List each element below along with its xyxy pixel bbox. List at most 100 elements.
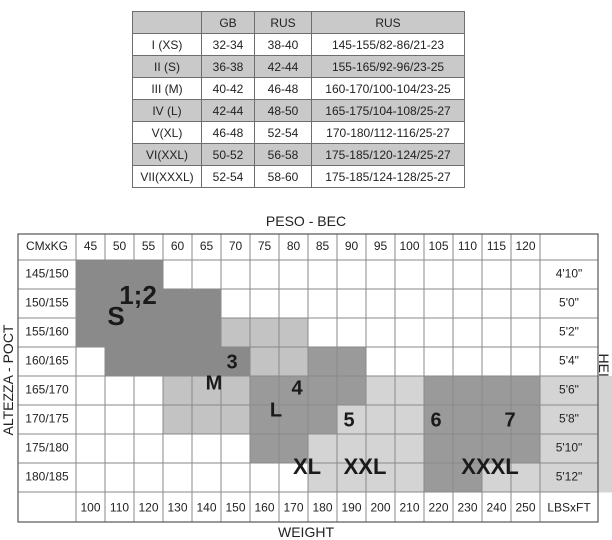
zone-cell [337,347,367,377]
zone-cell [134,347,164,377]
zone-cell [598,405,612,435]
zone-cell [163,289,193,319]
weight-kg-label: 55 [142,239,156,253]
zone-cell [163,376,193,406]
size-table: GB RUS RUS I (XS) 32-34 38-40 145-155/82-86… [132,11,465,188]
zone-cell [279,347,309,377]
size-table-cell: 170-180/112-116/25-27 [311,121,465,144]
size-table-cell: 175-185/124-128/25-27 [311,165,465,188]
weight-kg-label: 50 [113,239,127,253]
left-axis-title: ALTEZZA - POCT [0,324,16,436]
zone-size-label: XXL [344,454,387,479]
zone-cell [511,434,541,464]
weight-lbs-label: 230 [457,501,477,515]
zone-cell [511,376,541,406]
zone-cell [308,434,338,464]
height-cm-label: 160/165 [25,354,69,368]
zone-cell [134,289,164,319]
height-cm-label: 180/185 [25,470,69,484]
zone-cell [540,376,570,406]
zone-cell [192,405,222,435]
zone-cell [569,376,599,406]
weight-lbs-label: 160 [254,501,274,515]
zone-cell [482,463,512,493]
zone-cell [105,260,135,290]
zone-cell [163,347,193,377]
size-table-cell: 145-155/82-86/21-23 [311,33,465,56]
size-table-cell: 46-48 [201,121,255,144]
size-table-cell: 40-42 [201,77,255,100]
size-table-cell: 58-60 [254,165,312,188]
zone-number-label: 1;2 [119,280,157,310]
zone-cell [337,434,367,464]
weight-lbs-label: 110 [110,501,129,515]
height-cm-label: 175/180 [25,441,69,455]
zone-cell [366,434,396,464]
zone-number-label: 3 [226,351,237,373]
zone-cell [453,405,483,435]
zone-cell [598,376,612,406]
weight-lbs-label: 220 [428,501,448,515]
size-zone [250,347,367,464]
zone-cell [221,318,251,348]
zone-cell [250,376,280,406]
weight-kg-label: 75 [258,239,272,253]
size-zone [482,376,612,493]
size-table-row: II (S) 36-38 42-44 155-165/92-96/23-25 [132,55,465,78]
zone-cell [279,376,309,406]
size-table-cell: 155-165/92-96/23-25 [311,55,465,78]
weight-lbs-label: 150 [225,501,245,515]
bottom-axis-title: WEIGHT [278,524,334,540]
size-table-row: I (XS) 32-34 38-40 145-155/82-86/21-23 [132,33,465,56]
weight-lbs-label: 200 [370,501,390,515]
zone-cell [482,434,512,464]
weight-lbs-label: 130 [167,501,187,515]
size-zone [163,318,309,435]
zone-size-label: XL [293,454,321,479]
zone-cell [598,434,612,464]
zone-number-label: 4 [291,377,303,399]
zone-cell [279,405,309,435]
zone-cell [221,347,251,377]
height-ft-label: 5'12" [556,470,583,484]
height-ft-label: 4'10" [556,267,583,281]
zone-cell [598,463,612,493]
zone-cell [366,405,396,435]
weight-kg-label: 100 [399,239,419,253]
weight-lbs-label: 170 [283,501,303,515]
zone-cell [76,289,106,319]
size-table-cell: 175-185/120-124/25-27 [311,143,465,166]
zone-cell [424,376,454,406]
zone-cell [308,463,338,493]
zone-cell [105,347,135,377]
zone-cell [163,318,193,348]
size-table-cell: 52-54 [254,121,312,144]
zone-number-label: 7 [504,409,515,431]
zone-cell [279,434,309,464]
zone-size-label: S [107,301,124,331]
zone-cell [482,405,512,435]
zone-cell [250,405,280,435]
size-table-header [132,11,202,34]
weight-kg-label: 120 [515,239,535,253]
weight-kg-label: 70 [229,239,243,253]
zone-cell [569,463,599,493]
zone-cell [453,376,483,406]
zone-cell [511,463,541,493]
size-table-cell: V(XL) [132,121,202,144]
zone-cell [134,260,164,290]
zone-cell [569,405,599,435]
zone-cell [540,434,570,464]
height-ft-label: 5'2" [559,325,579,339]
size-table-cell: 56-58 [254,143,312,166]
zone-cell [221,405,251,435]
size-table-cell: 46-48 [254,77,312,100]
zone-cell [308,347,338,377]
zone-cell [308,376,338,406]
height-ft-label: 5'10" [556,441,583,455]
zone-cell [453,434,483,464]
zone-cell [192,289,222,319]
size-table-header: RUS [311,11,465,34]
zone-cell [395,434,425,464]
